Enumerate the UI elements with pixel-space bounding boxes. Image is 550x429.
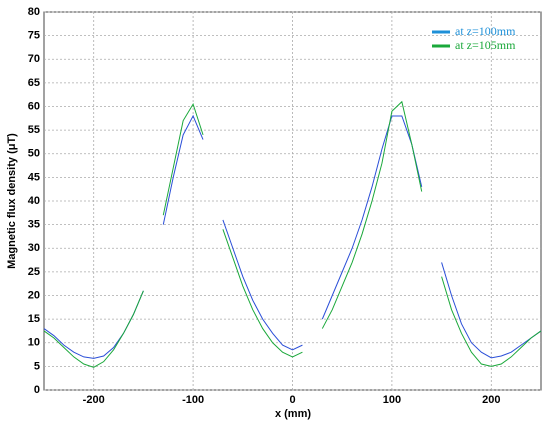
legend-label: at z=105mm — [455, 38, 516, 52]
y-tick-label: 40 — [28, 195, 40, 207]
y-tick-label: 60 — [28, 100, 40, 112]
y-axis-label: Magnetic flux density (μT) — [6, 133, 18, 269]
y-tick-label: 25 — [28, 266, 40, 278]
x-tick-label: 200 — [482, 394, 500, 406]
y-tick-label: 80 — [28, 6, 40, 18]
y-tick-label: 0 — [34, 384, 40, 396]
y-tick-label: 55 — [28, 124, 40, 136]
y-tick-label: 45 — [28, 171, 40, 183]
series-line — [43, 114, 542, 359]
x-tick-label: -200 — [83, 394, 105, 406]
y-tick-label: 50 — [28, 148, 40, 160]
y-tick-label: 5 — [34, 360, 40, 372]
y-tick-label: 10 — [28, 337, 40, 349]
y-tick-label: 70 — [28, 53, 40, 65]
y-tick-label: 75 — [28, 30, 40, 42]
y-tick-label: 30 — [28, 242, 40, 254]
y-tick-label: 20 — [28, 289, 40, 301]
series-line — [43, 100, 542, 368]
y-tick-label: 15 — [28, 313, 40, 325]
x-tick-label: 100 — [383, 394, 401, 406]
x-axis-label: x (mm) — [275, 408, 311, 420]
y-tick-label: 35 — [28, 219, 40, 231]
x-tick-label: -100 — [182, 394, 204, 406]
x-tick-label: 0 — [289, 394, 295, 406]
legend-label: at z=100mm — [455, 24, 516, 38]
y-tick-label: 65 — [28, 77, 40, 89]
